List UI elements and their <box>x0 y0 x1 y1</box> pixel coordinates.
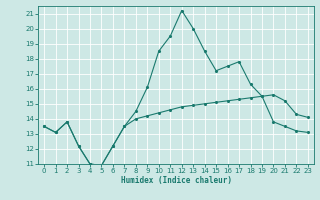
X-axis label: Humidex (Indice chaleur): Humidex (Indice chaleur) <box>121 176 231 185</box>
